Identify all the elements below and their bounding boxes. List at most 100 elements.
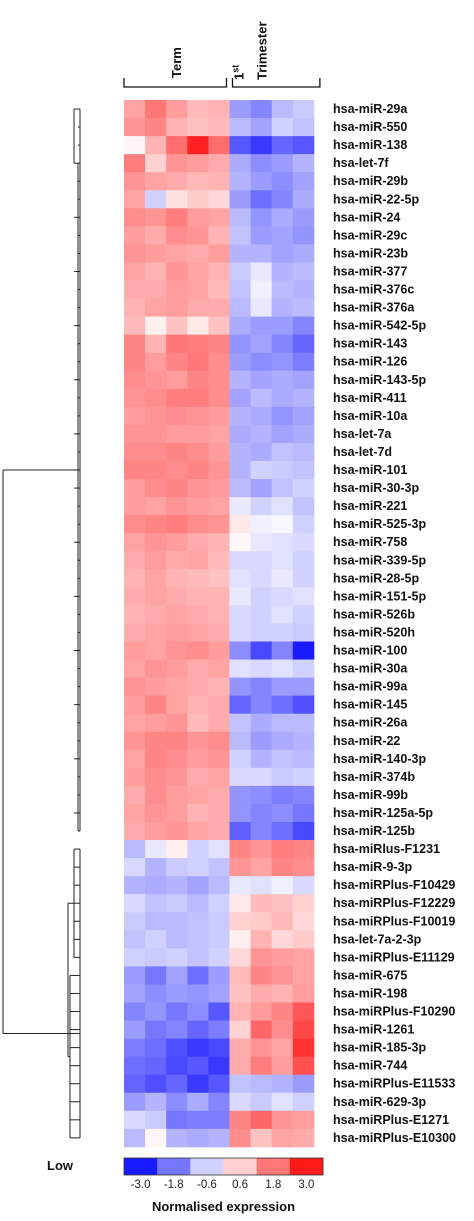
- heatmap-cell: [124, 984, 146, 1003]
- heatmap-cell: [145, 1128, 167, 1148]
- heatmap-cell: [229, 334, 251, 354]
- heatmap-cell: [166, 731, 188, 751]
- heatmap-cell: [250, 316, 273, 336]
- heatmap-cell: [250, 190, 273, 209]
- heatmap-cell: [271, 298, 294, 317]
- heatmap-cell: [187, 100, 209, 119]
- heatmap-cell: [229, 1128, 251, 1148]
- heatmap-cell: [208, 1092, 230, 1112]
- heatmap-cells: [124, 100, 315, 1148]
- heatmap-cell: [145, 406, 167, 426]
- heatmap-cell: [250, 100, 273, 119]
- heatmap-cell: [250, 461, 273, 480]
- row-label: hsa-miRPlus-F10429: [333, 878, 455, 892]
- heatmap-cell: [208, 118, 230, 137]
- heatmap-cell: [271, 659, 294, 678]
- heatmap-cell: [292, 641, 315, 660]
- heatmap-cell: [187, 316, 209, 336]
- heatmap-cell: [187, 442, 209, 462]
- heatmap-cell: [250, 930, 273, 949]
- heatmap-cell: [166, 605, 188, 624]
- heatmap-cell: [208, 641, 230, 660]
- heatmap-cell: [271, 136, 294, 155]
- legend-tick-label: 1.8: [265, 1179, 281, 1191]
- heatmap-cell: [166, 352, 188, 372]
- heatmap-cell: [292, 966, 315, 985]
- heatmap-cell: [166, 912, 188, 931]
- heatmap-cell: [292, 803, 315, 823]
- heatmap-cell: [250, 659, 273, 678]
- heatmap-cell: [250, 208, 273, 227]
- heatmap-cell: [229, 822, 251, 841]
- heatmap-cell: [229, 262, 251, 281]
- heatmap-cell: [166, 370, 188, 390]
- heatmap-cell: [229, 479, 251, 498]
- heatmap-cell: [145, 695, 167, 715]
- heatmap-cell: [208, 533, 230, 552]
- heatmap-cell: [208, 1128, 230, 1148]
- heatmap-cell: [271, 876, 294, 895]
- heatmap-cell: [124, 190, 146, 209]
- heatmap-cell: [124, 370, 146, 390]
- heatmap-cell: [271, 894, 294, 913]
- legend-swatch: [289, 1158, 324, 1175]
- heatmap-cell: [271, 948, 294, 967]
- heatmap-cell: [124, 172, 146, 191]
- heatmap-cell: [145, 226, 167, 245]
- heatmap-cell: [229, 803, 251, 823]
- heatmap-cell: [208, 822, 230, 841]
- heatmap-cell: [124, 100, 146, 119]
- heatmap-cell: [145, 984, 167, 1003]
- heatmap-cell: [229, 1110, 251, 1130]
- heatmap-cell: [250, 1002, 273, 1021]
- heatmap-cell: [250, 803, 273, 823]
- heatmap-cell: [166, 262, 188, 281]
- row-label: hsa-miRPlus-E11533: [333, 1077, 455, 1091]
- heatmap-cell: [145, 154, 167, 173]
- heatmap-cell: [208, 551, 230, 570]
- heatmap-cell: [208, 876, 230, 895]
- heatmap-cell: [145, 1074, 167, 1094]
- heatmap-cell: [208, 442, 230, 462]
- heatmap-cell: [208, 515, 230, 534]
- heatmap-cell: [229, 154, 251, 173]
- heatmap-cell: [208, 1074, 230, 1094]
- heatmap-cell: [250, 1110, 273, 1130]
- heatmap-cell: [145, 822, 167, 841]
- heatmap-cell: [166, 190, 188, 209]
- heatmap-cell: [292, 226, 315, 245]
- row-label: hsa-miR-26a: [333, 716, 408, 730]
- heatmap-cell: [292, 497, 315, 516]
- heatmap-cell: [187, 190, 209, 209]
- heatmap-cell: [187, 1110, 209, 1130]
- heatmap-cell: [124, 840, 146, 859]
- heatmap-cell: [145, 858, 167, 877]
- heatmap-cell: [229, 767, 251, 787]
- heatmap-cell: [208, 388, 230, 408]
- heatmap-cell: [145, 767, 167, 787]
- heatmap-cell: [271, 623, 294, 642]
- heatmap-cell: [271, 154, 294, 173]
- heatmap-cell: [166, 280, 188, 299]
- heatmap-cell: [271, 479, 294, 498]
- heatmap-cell: [271, 551, 294, 570]
- heatmap-cell: [229, 1020, 251, 1039]
- heatmap-cell: [208, 298, 230, 317]
- heatmap-cell: [145, 587, 167, 606]
- heatmap-cell: [271, 1074, 294, 1094]
- heatmap-cell: [187, 803, 209, 823]
- heatmap-cell: [187, 1074, 209, 1094]
- heatmap-cell: [292, 479, 315, 498]
- heatmap-cell: [250, 406, 273, 426]
- heatmap-cell: [250, 569, 273, 588]
- heatmap-cell: [124, 1020, 146, 1039]
- heatmap-cell: [292, 713, 315, 733]
- heatmap-cell: [124, 442, 146, 462]
- heatmap-cell: [229, 876, 251, 895]
- heatmap-cell: [124, 659, 146, 678]
- heatmap-cell: [187, 479, 209, 498]
- heatmap-cell: [229, 912, 251, 931]
- heatmap-cell: [208, 1002, 230, 1021]
- heatmap-cell: [292, 370, 315, 390]
- heatmap-cell: [229, 280, 251, 299]
